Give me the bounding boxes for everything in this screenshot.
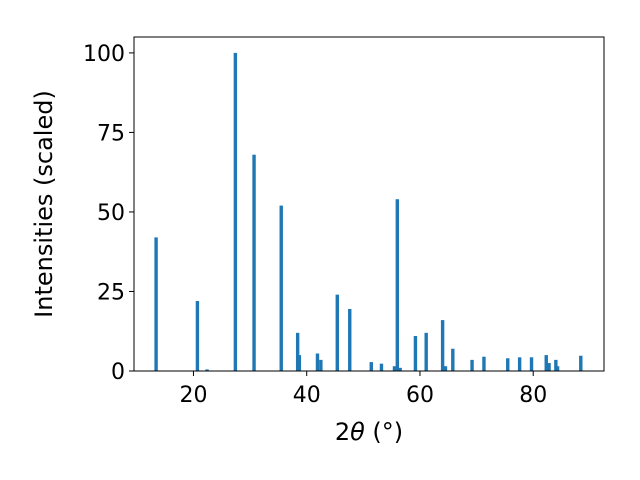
bar-peak-18 (424, 332, 428, 371)
bar-peak-7 (297, 355, 302, 371)
bar-peak-26 (529, 357, 534, 371)
x-axis-label-prefix: 2 (335, 418, 350, 446)
bar-peak-12 (369, 362, 373, 371)
bar-peak-14 (392, 366, 397, 371)
x-tick-label-60: 60 (406, 383, 434, 408)
x-tick-label-20: 20 (179, 383, 207, 408)
y-tick-label-50: 50 (97, 201, 125, 226)
bar-peak-20 (443, 366, 448, 371)
y-axis-ticks: 0 25 50 75 100 (83, 42, 134, 385)
y-tick-label-100: 100 (83, 42, 125, 67)
bar-peak-29 (554, 359, 558, 371)
bar-peak-17 (413, 336, 418, 371)
bar-peak-8 (315, 353, 320, 371)
x-axis-label-symbol: θ (350, 418, 365, 446)
bars-group (154, 52, 583, 372)
bar-peak-19 (440, 320, 445, 371)
bar-peak-24 (506, 358, 510, 371)
bar-peak-2 (205, 369, 209, 371)
bar-peak-0 (154, 237, 158, 371)
bar-peak-25 (517, 357, 522, 371)
y-tick-label-25: 25 (97, 280, 125, 305)
bar-peak-3 (233, 52, 238, 372)
bar-peak-13 (379, 363, 384, 371)
bar-peak-5 (279, 205, 283, 371)
bar-peak-9 (319, 359, 323, 371)
y-tick-label-75: 75 (97, 121, 125, 146)
bar-peak-1 (195, 301, 200, 371)
x-tick-label-40: 40 (293, 383, 321, 408)
bar-peak-21 (451, 348, 455, 371)
bar-peak-23 (482, 356, 486, 371)
bar-peak-11 (348, 308, 352, 371)
bar-peak-15 (395, 199, 400, 371)
bar-peak-4 (252, 154, 256, 371)
x-axis-ticks: 20 40 60 80 (179, 371, 547, 408)
bar-peak-10 (335, 294, 339, 371)
y-axis-label: Intensities (scaled) (30, 90, 58, 318)
bar-peak-31 (579, 355, 583, 371)
bar-peak-16 (398, 367, 402, 371)
y-tick-label-0: 0 (111, 360, 125, 385)
bar-peak-28 (547, 363, 551, 371)
x-axis-label-unit: (°) (365, 418, 403, 446)
x-tick-label-80: 80 (519, 383, 547, 408)
bar-peak-30 (555, 366, 560, 371)
plot-frame (133, 36, 605, 372)
bar-peak-27 (544, 355, 548, 371)
bar-peak-22 (470, 359, 474, 371)
bar-peak-6 (295, 332, 300, 371)
x-axis-label: 2θ (°) (335, 418, 403, 446)
